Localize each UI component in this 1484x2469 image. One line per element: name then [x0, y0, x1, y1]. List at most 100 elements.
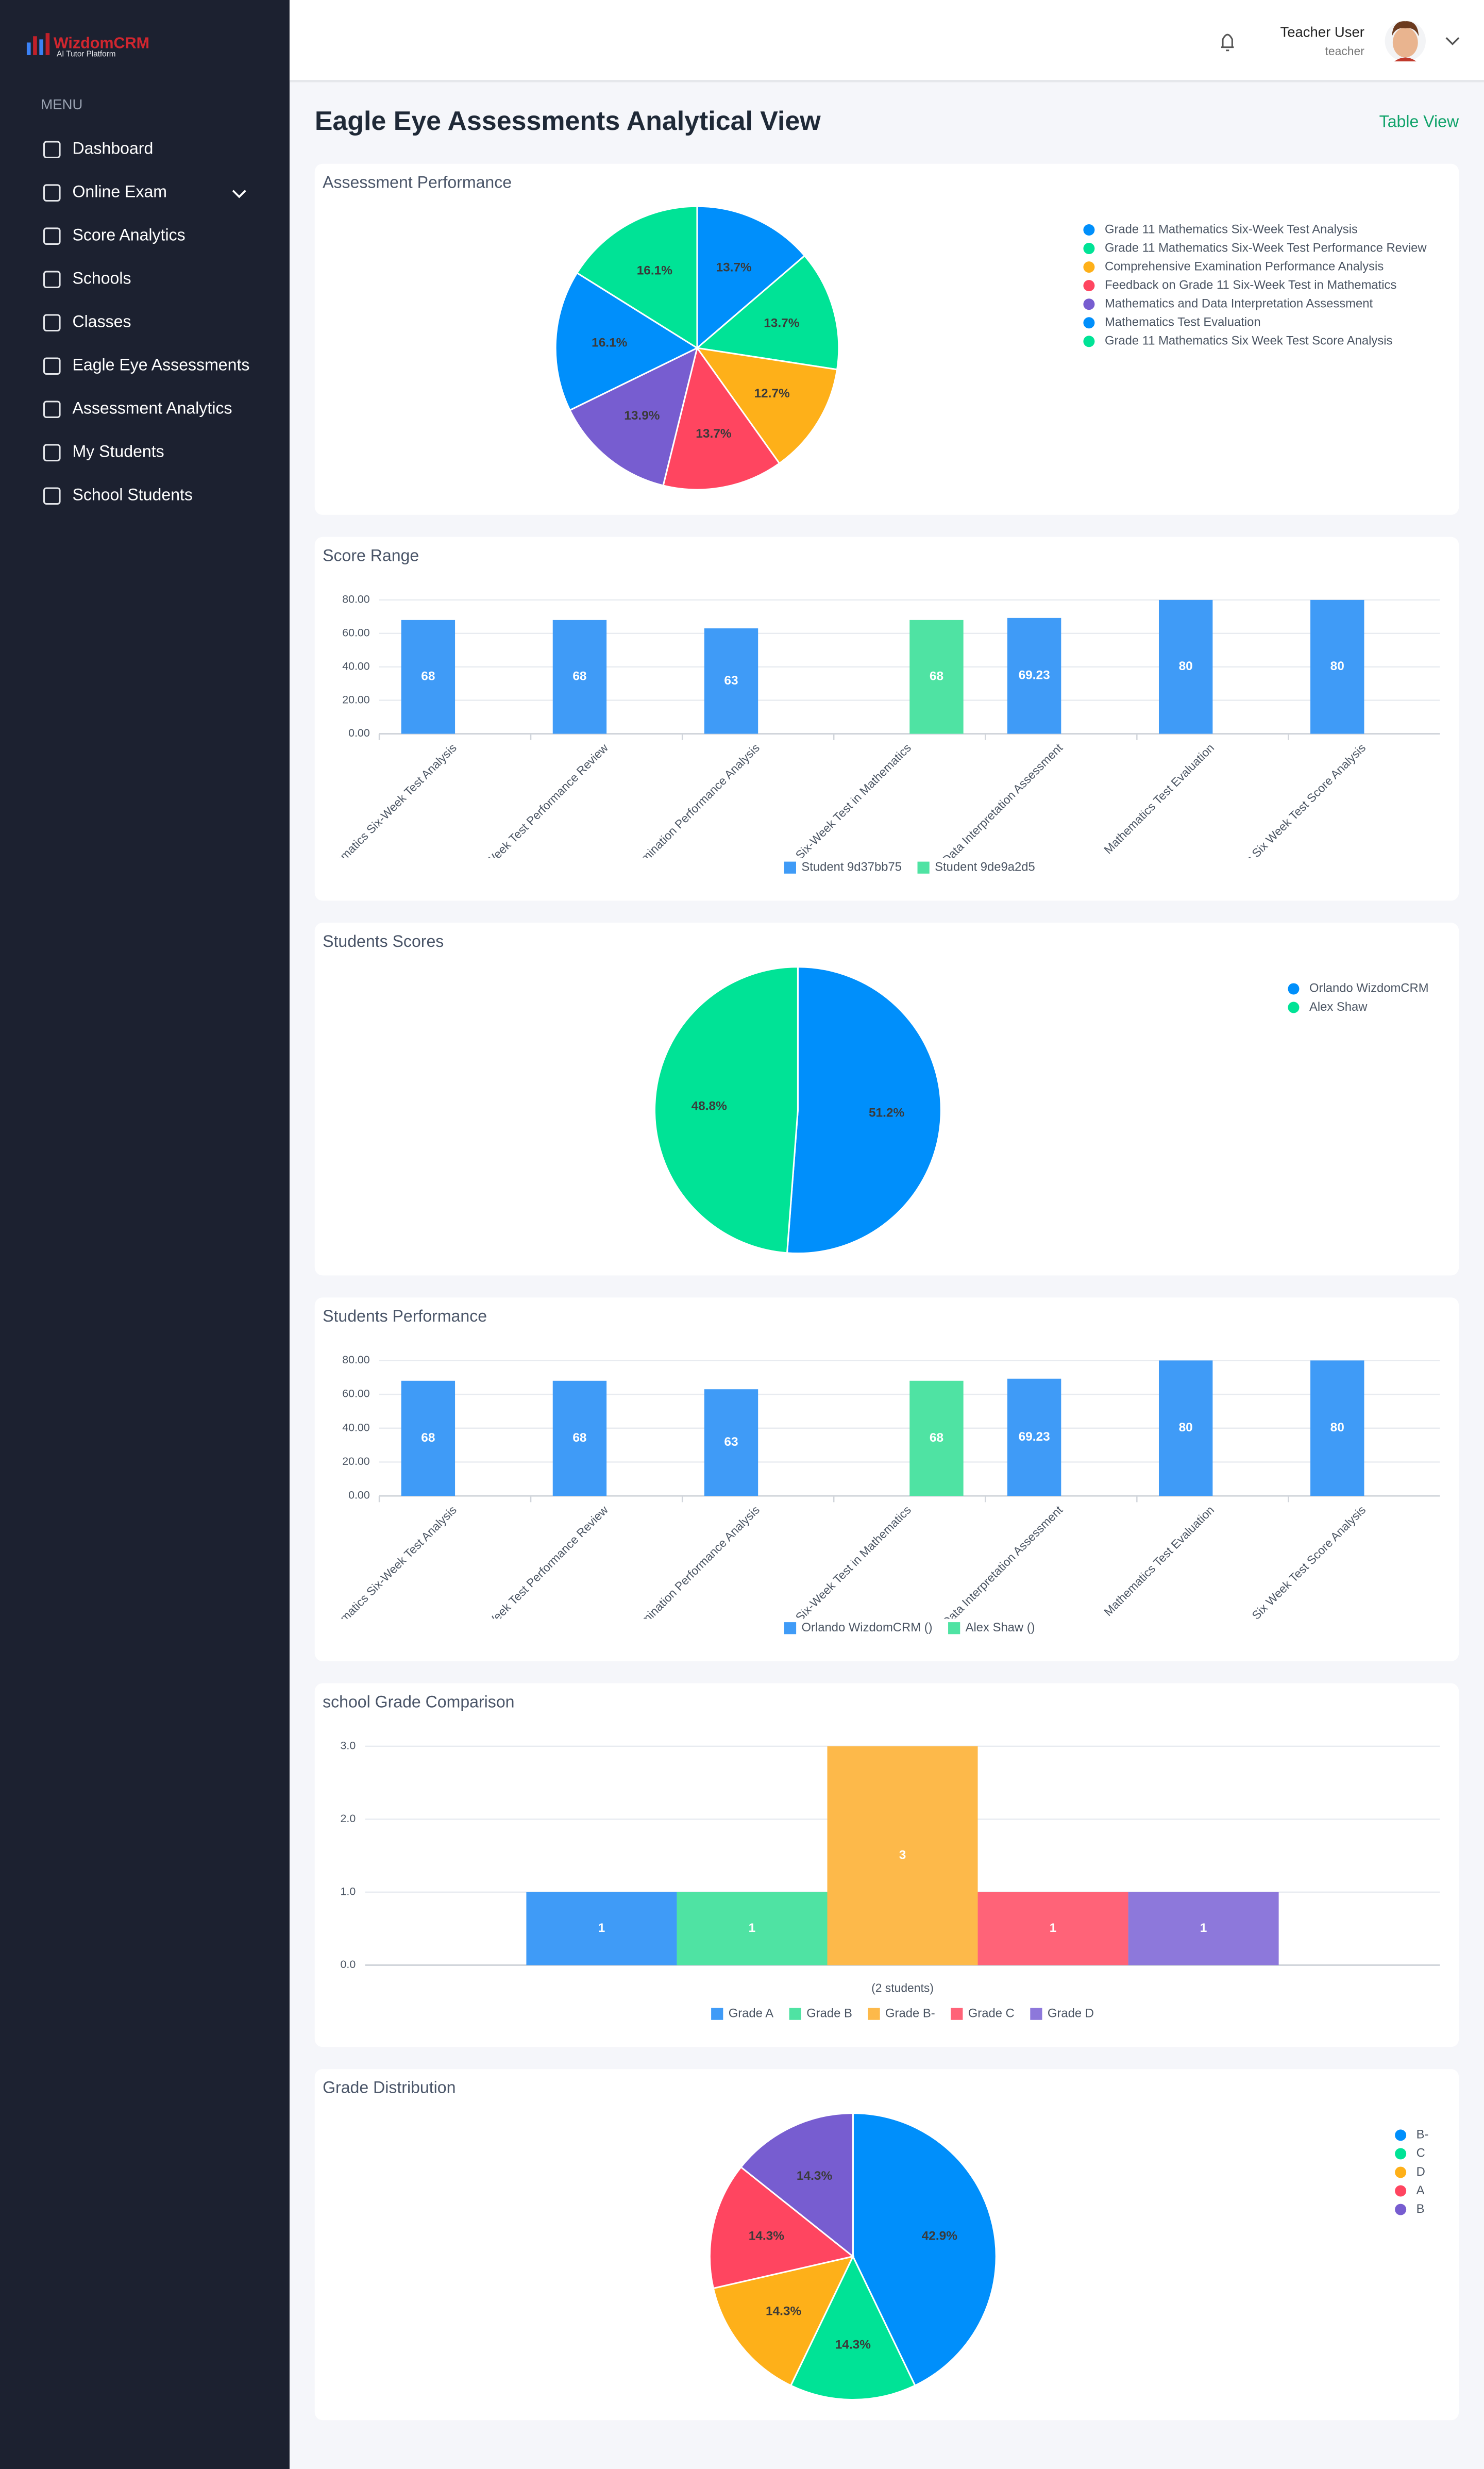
menu-icon [43, 487, 61, 505]
bar-value-label: 80 [1179, 659, 1193, 673]
menu-icon [43, 184, 61, 202]
user-name: Teacher User [1280, 24, 1364, 40]
pie-slice [576, 205, 698, 349]
menu-item[interactable]: School Students [43, 486, 193, 505]
bar [827, 1746, 978, 1965]
legend-label: Grade C [968, 2006, 1015, 2020]
slice-label: 14.3% [749, 2229, 785, 2243]
y-tick-label: 0.00 [348, 1489, 370, 1502]
chart-title: Assessment Performance [323, 173, 512, 191]
pie-slice [568, 346, 699, 487]
pie-slice [662, 346, 781, 491]
bar [677, 1892, 828, 1965]
y-tick-label: 60.00 [342, 1388, 370, 1400]
bar-value-label: 1 [1050, 1921, 1057, 1935]
bar [1007, 618, 1061, 734]
bar-value-label: 68 [421, 1431, 435, 1445]
bar-value-label: 3 [899, 1848, 906, 1862]
legend-label: Grade D [1048, 2006, 1094, 2020]
legend-marker [1083, 224, 1095, 236]
user-menu-chevron[interactable] [1445, 37, 1460, 45]
menu-item[interactable]: Eagle Eye Assessments [43, 356, 250, 375]
pie-slice [696, 205, 806, 350]
menu-item[interactable]: My Students [43, 442, 164, 462]
y-tick-label: 60.00 [342, 626, 370, 639]
menu-icon [43, 314, 61, 332]
menu-icon [43, 357, 61, 375]
legend-marker [1288, 983, 1300, 995]
pie-slice [852, 2112, 997, 2387]
slice-label: 51.2% [869, 1106, 905, 1120]
x-tick-label: (2 students) [871, 1981, 934, 1994]
menu-item-label: Dashboard [72, 139, 153, 158]
menu-item[interactable]: Online Exam [43, 182, 167, 202]
slice-label: 13.7% [764, 316, 800, 330]
slice-label: 48.8% [692, 1099, 728, 1113]
submenu-chevron[interactable] [232, 190, 246, 198]
y-tick-label: 2.0 [341, 1812, 356, 1825]
legend-label: Grade B [806, 2006, 852, 2020]
pie-slice [789, 2255, 916, 2401]
notification-bell[interactable] [1221, 34, 1234, 52]
menu-item-label: My Students [72, 442, 164, 461]
menu-item-label: Online Exam [72, 182, 167, 201]
legend-label: Student 9de9a2d5 [935, 860, 1035, 874]
legend-marker [1083, 261, 1095, 273]
bar [977, 1892, 1128, 1965]
legend-marker [1288, 1002, 1300, 1013]
chart-title: Students Performance [323, 1307, 487, 1325]
legend-label: Alex Shaw () [966, 1621, 1035, 1634]
menu-item[interactable]: Classes [43, 312, 131, 332]
bar-value-label: 1 [598, 1921, 605, 1935]
card-background [314, 537, 1459, 901]
pie-slice [695, 254, 840, 371]
logo-tagline: AI Tutor Platform [57, 49, 116, 58]
legend-label: D [1416, 2165, 1425, 2179]
menu-icon [43, 401, 61, 419]
bar [1128, 1892, 1279, 1965]
y-tick-label: 3.0 [341, 1739, 356, 1751]
menu-item-label: Classes [72, 312, 131, 331]
legend-marker [1395, 2129, 1407, 2141]
legend-label: Mathematics Test Evaluation [1105, 315, 1261, 329]
bar-value-label: 68 [930, 1431, 943, 1445]
bar-value-label: 69.23 [1019, 669, 1050, 682]
user-role: teacher [1325, 44, 1365, 58]
y-tick-label: 20.00 [342, 1455, 370, 1467]
pie-slice [786, 966, 942, 1255]
legend-marker [1395, 2204, 1407, 2215]
avatar[interactable] [1385, 20, 1426, 62]
legend-label: Orlando WizdomCRM [1309, 981, 1429, 995]
menu-item[interactable]: Assessment Analytics [43, 399, 232, 419]
y-tick-label: 20.00 [342, 693, 370, 706]
bar [401, 1380, 456, 1496]
slice-label: 14.3% [797, 2169, 833, 2183]
chart-card: school Grade Comparison 0.0 1.0 2.0 3.0 (2 st… [314, 1683, 1459, 2047]
legend-marker [1395, 2148, 1407, 2160]
menu-item[interactable]: Score Analytics [43, 226, 185, 245]
bar [1007, 1378, 1061, 1496]
menu-item-label: Assessment Analytics [72, 399, 232, 418]
menu-item[interactable]: Schools [43, 269, 131, 289]
y-tick-label: 40.00 [342, 660, 370, 672]
menu-icon [43, 444, 61, 462]
bar-value-label: 68 [572, 670, 586, 683]
menu-icon [43, 227, 61, 245]
table-view-link[interactable]: Table View [1379, 112, 1459, 131]
legend-marker [784, 1622, 797, 1634]
legend-label: Alex Shaw [1309, 1000, 1368, 1014]
y-tick-label: 0.00 [348, 727, 370, 739]
menu-item[interactable]: Dashboard [43, 139, 154, 159]
legend-marker [1030, 2008, 1042, 2020]
legend-label: Grade A [729, 2006, 773, 2020]
y-tick-label: 0.0 [341, 1958, 356, 1971]
menu-item-label: Score Analytics [72, 226, 185, 244]
slice-label: 14.3% [835, 2338, 871, 2351]
chart-title: Grade Distribution [323, 2078, 456, 2097]
menu-icon [43, 271, 61, 289]
legend-marker [948, 1622, 960, 1634]
bar-value-label: 63 [724, 1435, 738, 1449]
page-title: Eagle Eye Assessments Analytical View [315, 106, 821, 136]
legend-label: Orlando WizdomCRM () [802, 1621, 933, 1634]
